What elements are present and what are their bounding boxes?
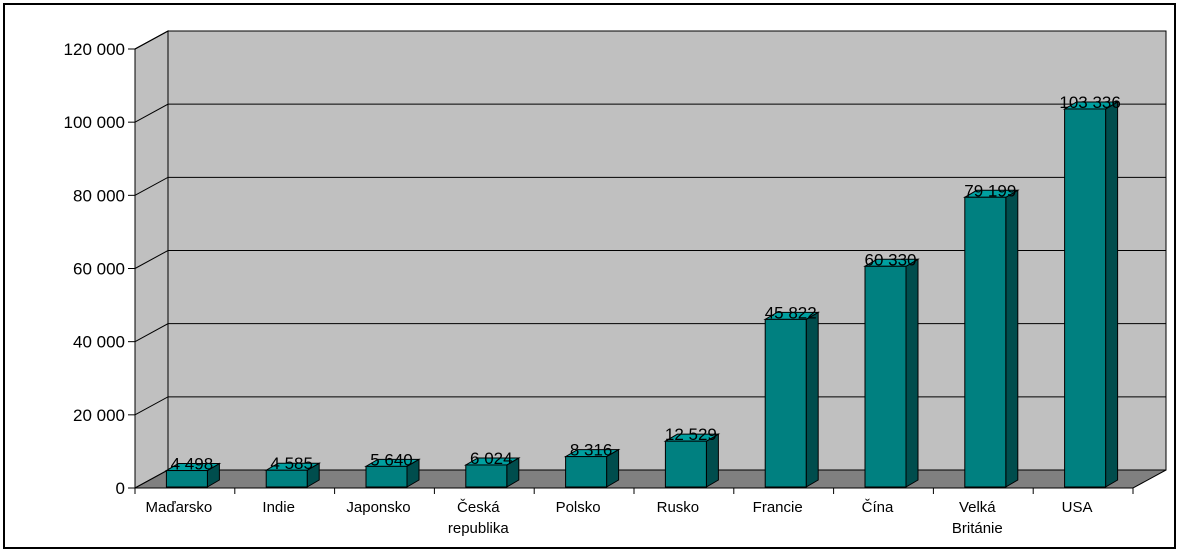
category-label-line: Maďarsko bbox=[146, 499, 213, 516]
bar bbox=[962, 189, 1020, 488]
bar-front bbox=[764, 318, 807, 488]
category-label: Polsko bbox=[556, 499, 601, 516]
data-label: 79 199 bbox=[964, 181, 1016, 200]
category-label-line: USA bbox=[1062, 499, 1093, 516]
category-label: USA bbox=[1062, 499, 1093, 516]
bar bbox=[863, 258, 920, 488]
category-label: Japonsko bbox=[346, 499, 410, 516]
y-tick-label: 0 bbox=[116, 479, 125, 498]
bar-front bbox=[964, 196, 1007, 488]
gridline bbox=[134, 176, 1166, 196]
y-tick-label: 20 000 bbox=[73, 406, 125, 425]
category-label: Indie bbox=[262, 499, 295, 516]
bar bbox=[364, 458, 421, 488]
category-label-line: Francie bbox=[753, 499, 803, 516]
bar bbox=[164, 462, 222, 488]
bar-front bbox=[664, 440, 707, 488]
gridline bbox=[134, 30, 1166, 50]
category-label: Maďarsko bbox=[146, 499, 213, 516]
category-label-line: Japonsko bbox=[346, 499, 410, 516]
bar-front bbox=[1064, 108, 1107, 488]
bar-side bbox=[1005, 189, 1019, 488]
bar-front bbox=[565, 456, 608, 488]
category-label: Rusko bbox=[657, 499, 700, 516]
y-tick-label: 120 000 bbox=[64, 40, 125, 59]
category-label-line: Česká bbox=[457, 499, 500, 516]
gridline bbox=[134, 250, 1166, 269]
bar-front bbox=[265, 469, 308, 488]
data-label: 12 529 bbox=[665, 425, 717, 444]
bar-front bbox=[465, 464, 508, 488]
y-tick-label: 100 000 bbox=[64, 113, 125, 132]
bar-side bbox=[805, 311, 819, 488]
category-label: Čína bbox=[862, 499, 894, 516]
y-tick-label: 60 000 bbox=[73, 260, 125, 279]
data-label: 60 330 bbox=[865, 250, 917, 269]
y-tick-label: 40 000 bbox=[73, 333, 125, 352]
category-label: Francie bbox=[753, 499, 803, 516]
category-label-line: Velká bbox=[959, 499, 996, 516]
bar-side bbox=[1105, 101, 1119, 488]
category-label: Velká Británie bbox=[952, 499, 1003, 537]
gridline bbox=[134, 323, 1166, 343]
bar-chart: 0 20 000 40 000 60 000 80 000 100 000 120 000 4… bbox=[64, 30, 1167, 537]
category-label-line: Polsko bbox=[556, 499, 601, 516]
data-label: 6 024 bbox=[470, 449, 513, 468]
data-label: 103 336 bbox=[1059, 93, 1120, 112]
bar-front bbox=[864, 265, 907, 488]
category-label-line: Indie bbox=[262, 499, 295, 516]
category-label-line: Čína bbox=[862, 499, 894, 516]
bar-side bbox=[905, 258, 919, 488]
data-label: 4 498 bbox=[171, 455, 214, 474]
y-tick-label: 80 000 bbox=[73, 186, 125, 205]
category-label: Česká republika bbox=[448, 499, 510, 537]
category-label-line: republika bbox=[448, 520, 510, 537]
category-label-line: Rusko bbox=[657, 499, 700, 516]
category-label-line: Británie bbox=[952, 520, 1003, 537]
bar bbox=[763, 311, 821, 488]
gridline bbox=[134, 396, 1166, 416]
bar bbox=[563, 448, 621, 488]
bar bbox=[463, 457, 521, 488]
data-label: 5 640 bbox=[370, 450, 413, 469]
chart-frame: 0 20 000 40 000 60 000 80 000 100 000 120 000 4… bbox=[3, 3, 1176, 549]
bar bbox=[663, 433, 721, 488]
data-label: 45 822 bbox=[765, 303, 817, 322]
data-label: 4 585 bbox=[270, 454, 313, 473]
gridline bbox=[134, 103, 1166, 123]
bar bbox=[1062, 101, 1120, 488]
bar bbox=[264, 462, 322, 488]
data-label: 8 316 bbox=[570, 441, 613, 460]
bar-front bbox=[165, 470, 208, 488]
bar-front bbox=[365, 465, 408, 488]
